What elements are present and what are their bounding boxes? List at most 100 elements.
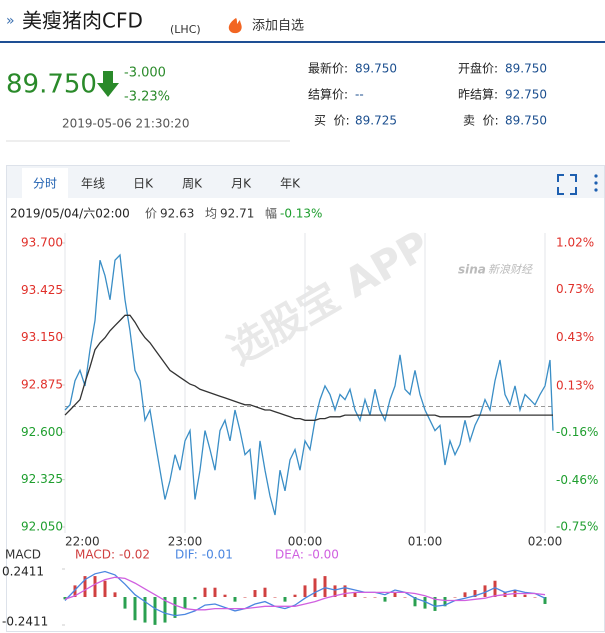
y2-tick-label: 0.13% — [556, 378, 594, 392]
header-rule — [0, 41, 605, 43]
y2-tick-label: -0.16% — [556, 425, 598, 439]
macd-bar — [423, 597, 427, 609]
x-tick-label: 01:00 — [408, 535, 443, 549]
macd-bar — [303, 585, 307, 597]
tab-bar — [7, 166, 604, 198]
y-tick-label: 0.2411 — [2, 565, 44, 579]
macd-bar — [403, 597, 407, 598]
macd-bar — [223, 594, 227, 597]
fire-icon[interactable] — [228, 18, 242, 34]
macd-bar — [443, 597, 447, 607]
macd-bar — [393, 592, 397, 597]
field-label: 结算价: — [308, 87, 348, 102]
legend-value: -0.02 — [119, 548, 150, 562]
series-line — [64, 570, 546, 617]
macd-bar — [73, 585, 77, 597]
macd-bar — [333, 585, 337, 597]
macd-bar — [133, 597, 137, 621]
macd-bar — [153, 597, 157, 625]
field-label: 买 价: — [314, 114, 350, 128]
macd-bar — [543, 597, 547, 604]
y-tick-label: 93.700 — [21, 236, 63, 250]
macd-bar — [533, 597, 537, 598]
y2-tick-label: 0.43% — [556, 330, 594, 344]
readout-time: 2019/05/04/六02:00 — [10, 207, 130, 221]
x-tick-label: 00:00 — [288, 535, 323, 549]
field-value: 89.750 — [355, 62, 397, 76]
macd-bar — [253, 590, 257, 597]
watermark: 选股宝 APP — [221, 222, 438, 374]
legend-value: -0.01 — [202, 548, 233, 562]
macd-bar — [183, 597, 187, 609]
macd-bar — [173, 597, 177, 618]
field-value: 92.750 — [505, 88, 547, 102]
tab[interactable]: 月K — [231, 177, 252, 191]
watermark: 新浪财经 — [488, 263, 533, 276]
tab[interactable]: 日K — [133, 177, 154, 191]
field-value: 89.750 — [505, 62, 547, 76]
field-label: 最新价: — [308, 61, 348, 76]
macd-bar — [103, 580, 107, 597]
field-label: 卖 价: — [463, 114, 499, 128]
macd-bar — [473, 590, 477, 597]
macd-bar — [343, 585, 347, 597]
more-icon[interactable] — [594, 174, 598, 192]
fullscreen-icon[interactable] — [557, 174, 577, 195]
field-value: 89.750 — [505, 114, 547, 128]
y-tick-label: 93.150 — [21, 330, 63, 344]
macd-bar — [213, 587, 217, 597]
macd-bar — [523, 594, 527, 597]
legend-name: MACD: — [75, 548, 115, 562]
macd-bar — [373, 597, 377, 598]
macd-bar — [93, 576, 97, 597]
macd-bar — [453, 597, 457, 598]
legend-name: DIF: — [175, 548, 198, 562]
series-line — [64, 576, 546, 611]
macd-bar — [463, 592, 467, 597]
macd-bar — [63, 597, 67, 600]
legend-value: -0.00 — [308, 548, 339, 562]
macd-bar — [363, 597, 367, 598]
macd-bar — [273, 597, 277, 598]
y-tick-label: 92.600 — [21, 425, 63, 439]
y-tick-label: 92.325 — [21, 472, 63, 486]
macd-bar — [233, 597, 237, 602]
y2-tick-label: -0.46% — [556, 473, 598, 487]
macd-bar — [203, 587, 207, 597]
macd-bar — [193, 597, 197, 600]
x-tick-label: 23:00 — [168, 535, 203, 549]
y2-tick-label: -0.75% — [556, 520, 598, 534]
watermark: sina — [458, 263, 486, 277]
down-arrow — [97, 71, 119, 97]
macd-bar — [483, 585, 487, 597]
y-tick-label: 93.425 — [21, 283, 63, 297]
legend-name: DEA: — [275, 548, 304, 562]
add-watch[interactable]: 添加自选 — [252, 19, 304, 34]
readout-name: 幅 — [265, 206, 277, 221]
tab[interactable]: 分时 — [33, 177, 57, 191]
macd-bar — [493, 580, 497, 597]
tab[interactable]: 周K — [182, 177, 203, 191]
field-label: 开盘价: — [458, 61, 498, 76]
y-tick-label: -0.2411 — [2, 615, 48, 629]
quote-time: 2019-05-06 21:30:20 — [62, 117, 189, 131]
change: -3.000 — [124, 66, 166, 81]
macd-bar — [243, 597, 247, 598]
series-line — [64, 253, 554, 516]
price: 89.750 — [6, 70, 97, 100]
macd-bar — [413, 597, 417, 607]
macd-bar — [263, 587, 267, 597]
title: 美瘦猪肉CFD — [22, 9, 143, 33]
macd-bar — [323, 576, 327, 597]
tab[interactable]: 年线 — [81, 177, 105, 191]
macd-bar — [383, 597, 387, 602]
breadcrumb-mark: » — [6, 13, 15, 29]
readout-value: 92.63 — [160, 207, 194, 221]
readout-value: 92.71 — [220, 207, 254, 221]
chart-title: MACD — [5, 548, 41, 562]
macd-bar — [293, 594, 297, 597]
tab[interactable]: 年K — [280, 177, 301, 191]
y-tick-label: 92.875 — [21, 378, 63, 392]
field-value: 89.725 — [355, 114, 397, 128]
